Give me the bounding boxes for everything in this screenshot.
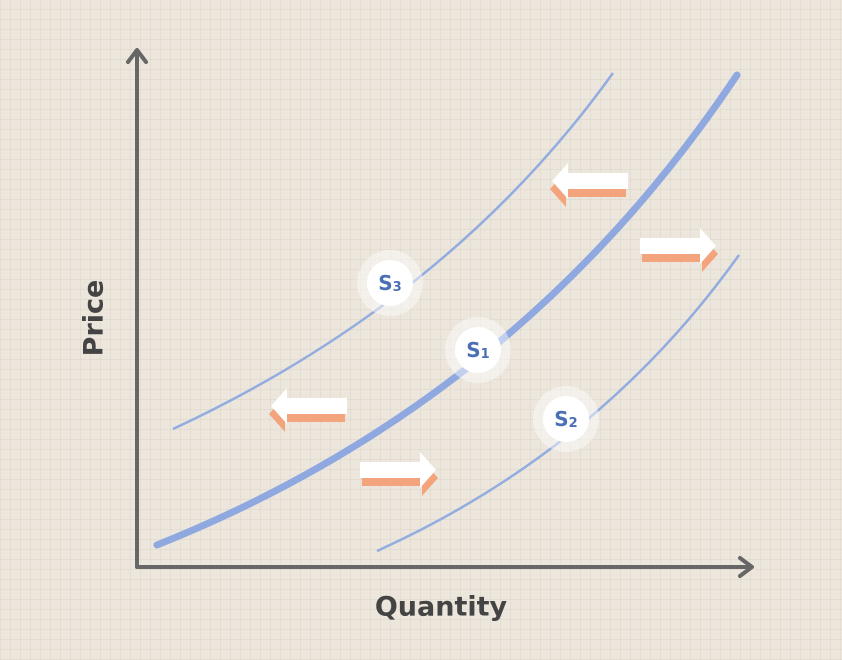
label-s1: S1 [445,317,511,383]
x-arrowhead [738,556,754,578]
label-sub: 1 [481,347,490,362]
shift-arrow-left [269,388,347,432]
shift-arrow-right [360,452,438,496]
axes [126,48,754,578]
label-sub: 2 [569,416,578,431]
label-base: S [466,338,480,362]
shift-arrow-left [550,163,628,207]
label-s2: S2 [533,386,599,452]
curve-label: S2 [554,407,577,431]
curve-label: S3 [378,271,401,295]
label-base: S [378,271,392,295]
label-s3: S3 [357,250,423,316]
curve-s3 [172,72,615,431]
y-arrowhead [126,48,148,64]
x-axis-label: Quantity [375,592,508,623]
curve-s1 [153,71,741,549]
axis-lines [135,50,752,569]
shift-arrow-right [640,228,718,272]
curve-label: S1 [466,338,489,362]
label-sub: 3 [393,280,402,295]
label-base: S [554,407,568,431]
y-axis-label: Price [79,280,110,357]
